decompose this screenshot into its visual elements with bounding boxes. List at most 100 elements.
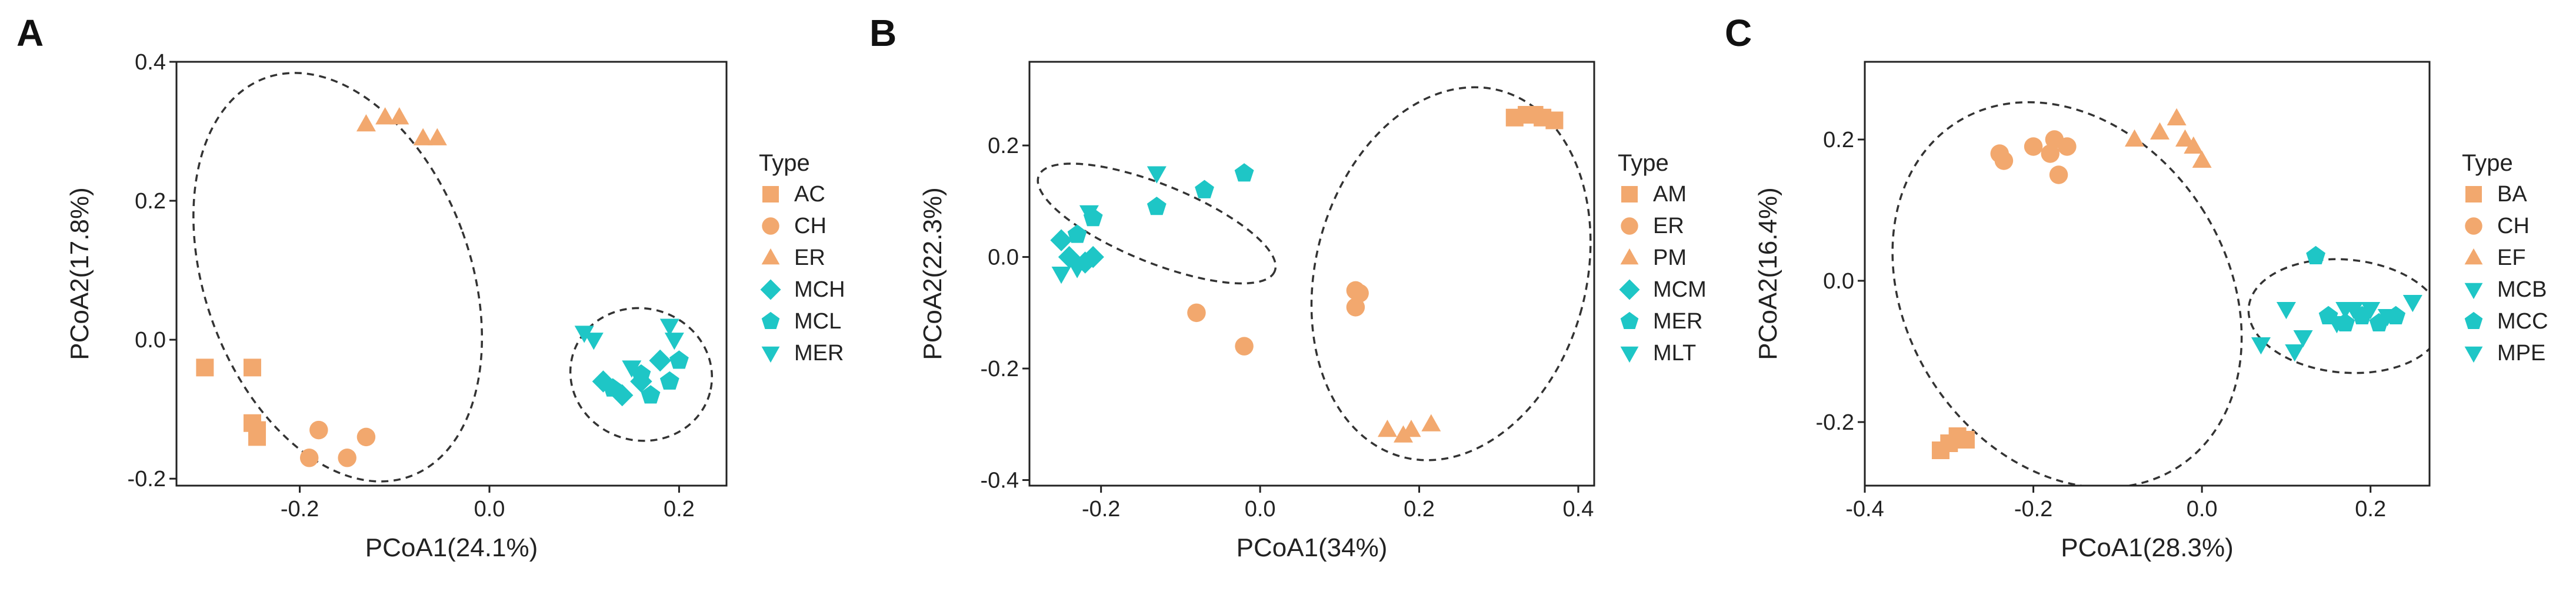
panel-letter: B [869,12,897,54]
legend-key-mcm [1619,279,1640,300]
point-mcb [2285,344,2305,362]
point-mcb [2251,337,2271,355]
panel-letter: A [16,12,44,54]
point-mer [574,326,594,343]
legend: Type BA CH EF MCB MCC MPE [2462,150,2548,366]
legend-key-ch [762,217,779,235]
point-mer [664,333,684,350]
legend-title: Type [759,150,810,176]
point-pm [1421,414,1441,431]
legend-title: Type [2462,150,2513,176]
point-mlt [1067,261,1087,278]
y-tick-label: -0.2 [981,357,1019,381]
legend-key-er [761,248,780,265]
confidence-ellipse [1891,101,2243,486]
point-ch [2049,165,2068,184]
x-tick-label: 0.2 [1404,497,1435,522]
y-tick-label: 0.0 [988,245,1019,270]
point-mcl [603,378,622,397]
x-tick-label: -0.2 [281,497,319,522]
legend-key-mcl [761,311,780,329]
legend-key-ch [2465,217,2482,235]
legend-label: CH [794,214,827,238]
legend-label: MER [794,341,844,366]
point-ac [243,358,261,377]
y-axis-label: PCoA2(17.8%) [65,187,94,360]
point-ef [2192,150,2212,168]
legend-key-mcc [2464,311,2483,329]
point-ch [2024,137,2043,156]
point-mlt [1147,166,1167,184]
legend-key-ba [2465,186,2482,202]
x-tick-label: 0.0 [2187,497,2218,522]
point-ac [248,428,266,446]
legend-key-mer [1620,311,1639,329]
point-mer [1234,163,1254,182]
legend-label: EF [2497,245,2526,270]
legend-key-mer [761,346,780,363]
point-mcl [669,350,689,369]
point-mpe [2377,309,2397,327]
point-mcb [2276,302,2296,320]
y-axis-label: PCoA2(16.4%) [1754,187,1782,360]
x-tick-label: 0.0 [474,497,505,522]
x-tick-label: 0.2 [664,497,695,522]
panel-A: A -0.2 0.0 0.2 -0.2 0.0 0.2 0.4 PCoA1(24.1%) PCoA… [16,12,845,562]
y-tick-label: 0.4 [135,50,166,75]
plot-frame [1864,61,2431,487]
legend-label: AM [1653,182,1687,207]
legend-key-mch [760,279,781,300]
plot-frame [1028,61,1595,487]
plot-frame [175,61,728,487]
point-ch [2041,144,2060,163]
point-ch [2058,137,2077,156]
point-er [1350,284,1369,303]
x-axis-label: PCoA1(28.3%) [2061,533,2233,562]
legend-key-mlt [1620,346,1639,363]
legend: Type AM ER PM MCM MER MLT [1618,150,1707,366]
point-er [356,114,376,132]
point-mcl [641,385,661,404]
point-mlt [1051,267,1071,284]
point-mcl [659,371,679,390]
point-ef [2167,108,2187,125]
point-ch [338,449,356,467]
legend-key-ac [762,186,779,202]
point-er [389,107,409,125]
legend-label: MER [1653,309,1702,334]
legend-key-ef [2464,248,2483,265]
y-tick-label: 0.2 [988,134,1019,158]
point-mcb [2402,295,2422,313]
confidence-ellipse [1310,86,1592,461]
legend-label: BA [2497,182,2527,207]
x-tick-label: -0.2 [2014,497,2052,522]
panel-letter: C [1725,12,1752,54]
point-ch [1994,151,2014,170]
point-ch [309,420,328,440]
legend-key-am [1621,186,1638,202]
y-tick-label: -0.2 [128,467,166,492]
y-axis-label: PCoA2(22.3%) [918,187,947,360]
point-ba [1957,431,1975,449]
y-tick-label: -0.4 [981,469,1019,493]
point-mer [1067,224,1087,243]
panel-B: B -0.2 0.0 0.2 0.4 -0.4 -0.2 0.0 0.2 PCoA1(34%) PC… [869,12,1707,562]
point-ac [196,358,214,377]
point-mer [1147,197,1167,215]
legend-label: MCC [2497,309,2548,334]
point-mlt [1079,205,1099,223]
point-ef [2184,136,2204,154]
x-tick-label: -0.2 [1082,497,1120,522]
point-mcc [2306,245,2325,264]
legend-key-mpe [2464,346,2483,363]
point-er [1346,298,1365,317]
point-mch [649,349,671,372]
legend-label: MCL [794,309,841,334]
point-mer [1195,180,1214,198]
legend-key-pm [1620,248,1639,265]
y-tick-label: 0.0 [135,328,166,353]
point-mcm [1082,245,1104,268]
point-ef [2175,129,2195,147]
point-mpe [2344,302,2364,320]
